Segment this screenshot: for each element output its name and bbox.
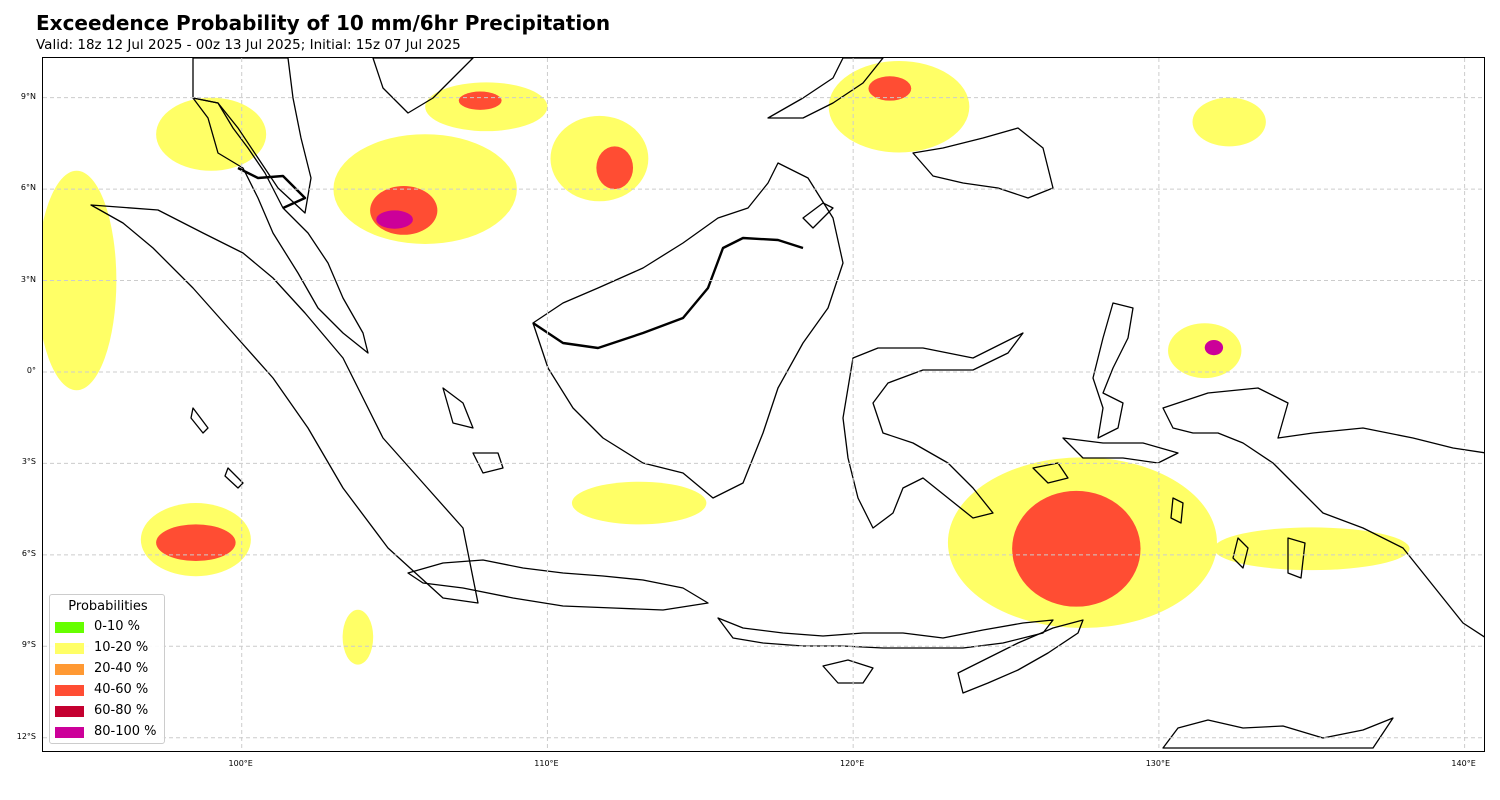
coastline-java [407, 559, 709, 611]
coastline-belitung [472, 452, 504, 474]
coastline-sumba [822, 659, 874, 684]
probability-area [370, 186, 438, 235]
border-borneo [532, 236, 804, 350]
legend-swatch [55, 727, 84, 738]
coastline-nias [190, 407, 209, 434]
legend-label: 10-20 % [94, 640, 149, 655]
probability-area [1168, 323, 1242, 379]
coastline-seram [1062, 437, 1179, 464]
gridlines [43, 58, 1484, 751]
lat-tick-label: 3°S [21, 457, 36, 467]
page-subtitle: Valid: 18z 12 Jul 2025 - 00z 13 Jul 2025… [36, 37, 461, 53]
legend-label: 20-40 % [94, 661, 149, 676]
coastline-new-guinea [1162, 387, 1484, 638]
lon-tick-label: 120°E [839, 759, 865, 768]
legend: Probabilities 0-10 % 10-20 % 20-40 % 40-… [49, 594, 165, 744]
coastline-sumatra [90, 204, 479, 604]
coastline-indochina [192, 58, 312, 214]
lon-tick-label: 130°E [1145, 759, 1171, 768]
lon-tick-label: 100°E [228, 759, 253, 768]
probability-area [571, 481, 707, 525]
legend-swatch [55, 685, 84, 696]
lat-tick-label: 0° [26, 365, 36, 375]
coastline-bangka [442, 387, 474, 429]
probability-area [1012, 490, 1141, 607]
lat-tick-label: 12°S [16, 731, 36, 741]
coastline-mindanao [912, 127, 1054, 199]
probability-area [376, 210, 413, 229]
coastline-bali-nusa-tenggara [717, 617, 1054, 649]
legend-label: 40-60 % [94, 682, 149, 697]
lon-tick-label: 140°E [1451, 759, 1476, 768]
coastline-borneo [532, 162, 844, 499]
probability-area [156, 97, 267, 171]
coastline-kai [1170, 497, 1184, 524]
coastline-palawan [802, 202, 834, 229]
probability-layer [43, 61, 1410, 665]
probability-area [868, 76, 912, 101]
map-canvas [43, 58, 1484, 751]
coastline-layer [90, 58, 1484, 749]
legend-swatch [55, 643, 84, 654]
legend-swatch [55, 664, 84, 675]
coastline-siberut [224, 467, 244, 489]
lat-tick-label: 9°S [21, 640, 36, 650]
coastline-vietnam [372, 58, 474, 114]
coastline-halmahera [1092, 302, 1134, 439]
lat-tick-label: 3°N [20, 274, 36, 284]
coastline-philippines-north [767, 58, 884, 119]
legend-label: 80-100 % [94, 724, 157, 739]
probability-area [1213, 527, 1410, 571]
map-area[interactable] [42, 57, 1485, 752]
coastline-sulawesi [842, 332, 1024, 529]
legend-swatch [55, 622, 84, 633]
border-thailand [237, 166, 307, 210]
probability-area [458, 91, 502, 110]
coastline-australia [1162, 717, 1394, 749]
lat-tick-label: 9°N [20, 91, 36, 101]
probability-area [596, 146, 634, 190]
probability-area [1204, 339, 1224, 356]
legend-title: Probabilities [68, 599, 148, 614]
page-title: Exceedence Probability of 10 mm/6hr Prec… [36, 11, 611, 35]
coastline-aru [1232, 537, 1249, 569]
legend-label: 0-10 % [94, 619, 140, 634]
lat-tick-label: 6°N [20, 183, 36, 193]
coastline-timor [957, 619, 1084, 694]
coastline-buru [1032, 462, 1069, 484]
lon-tick-label: 110°E [534, 759, 559, 768]
legend-label: 60-80 % [94, 703, 149, 718]
legend-swatch [55, 706, 84, 717]
lat-tick-label: 6°S [21, 548, 36, 558]
probability-area [342, 609, 374, 665]
probability-area [156, 524, 236, 561]
coastline-yos-sudarso [1287, 537, 1306, 579]
probability-area [828, 61, 970, 153]
probability-area [1192, 97, 1266, 147]
